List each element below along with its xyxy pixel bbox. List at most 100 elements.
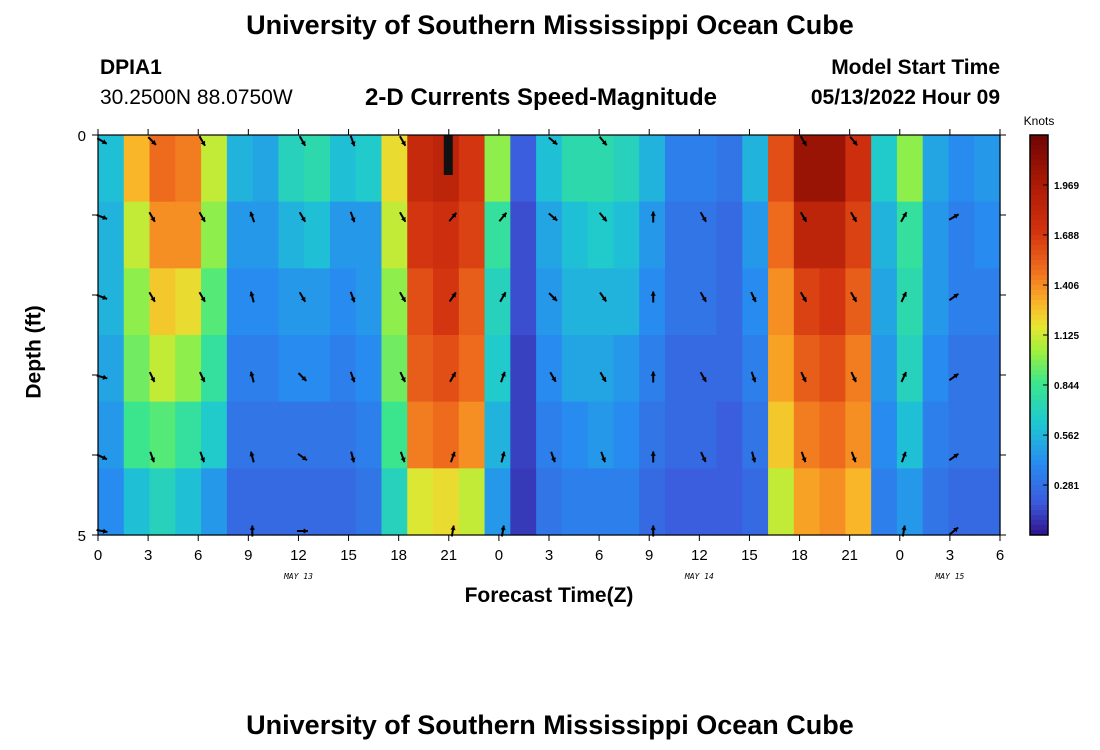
current-arrow — [948, 453, 959, 461]
colorbar-segment — [1030, 185, 1048, 191]
x-tick-label: 12 — [290, 547, 307, 564]
heatmap-cell — [587, 401, 615, 469]
heatmap-cell — [458, 135, 486, 203]
heatmap-cell — [613, 401, 640, 469]
arrow-head — [303, 528, 308, 534]
heatmap-cell — [278, 268, 305, 336]
heatmap-cell — [768, 468, 795, 536]
arrow-head — [701, 457, 707, 462]
station-coordinates: 30.2500N 88.0750W — [100, 86, 293, 109]
heatmap-cell — [304, 335, 331, 403]
arrow-head — [501, 292, 506, 298]
heatmap-cell — [896, 135, 924, 203]
heatmap-cell — [484, 468, 511, 536]
heatmap-cell — [355, 401, 383, 469]
current-arrow — [149, 451, 155, 463]
current-arrow — [850, 211, 858, 223]
current-arrow — [448, 291, 457, 303]
heatmap-cell — [123, 468, 151, 536]
colorbar-tick-label: 1.969 — [1054, 181, 1079, 192]
current-arrow — [349, 211, 356, 223]
colorbar-segment — [1030, 315, 1048, 321]
heatmap-cell — [793, 335, 821, 403]
current-arrow — [249, 451, 255, 463]
x-tick-label: 15 — [340, 547, 357, 564]
colorbar-segment — [1030, 450, 1048, 456]
current-arrow — [349, 291, 356, 303]
heatmap-cell — [561, 201, 589, 269]
colorbar-gradient — [1030, 135, 1048, 536]
heatmap-cell — [793, 201, 821, 269]
current-arrow — [199, 451, 206, 463]
heatmap-cell — [793, 468, 821, 536]
arrow-head — [801, 216, 807, 222]
heatmap-cell — [252, 335, 279, 403]
arrow-head — [401, 140, 406, 146]
colorbar-segment — [1030, 205, 1048, 211]
arrow-head — [450, 525, 456, 531]
arrow-head — [901, 525, 907, 531]
colorbar-segment — [1030, 310, 1048, 316]
heatmap-cell — [819, 268, 846, 336]
colorbar-segment — [1030, 245, 1048, 251]
arrow-head — [901, 451, 907, 457]
heatmap-cell — [639, 468, 666, 536]
heatmap-cell — [355, 468, 383, 536]
heatmap-cell — [278, 401, 305, 469]
heatmap-cell — [716, 468, 743, 536]
current-arrow — [850, 291, 858, 303]
x-tick-label: 6 — [595, 547, 603, 564]
heatmap-cell — [845, 268, 872, 336]
current-arrow — [198, 135, 206, 147]
heatmap-cell — [407, 401, 434, 469]
heatmap-cell — [613, 135, 640, 203]
heatmap-cell — [175, 268, 202, 336]
heatmap-cell — [278, 468, 305, 536]
heatmap-cell — [896, 468, 924, 536]
current-arrow — [700, 451, 707, 463]
heatmap-cell — [871, 135, 898, 203]
x-tick-label: 21 — [440, 547, 457, 564]
heatmap-cell — [896, 335, 924, 403]
heatmap-cell — [381, 268, 408, 336]
arrow-head — [552, 296, 557, 301]
heatmap-cell — [664, 135, 692, 203]
heatmap-cell — [742, 335, 769, 403]
colorbar-tick-label: 1.406 — [1054, 281, 1079, 292]
model-start-value: 05/13/2022 Hour 09 — [810, 86, 1000, 109]
heatmap-cell — [201, 401, 228, 469]
heatmap-cell — [458, 268, 486, 336]
heatmap-cell — [639, 335, 666, 403]
current-arrow — [198, 371, 206, 383]
heatmap-cell — [845, 201, 872, 269]
current-arrow — [650, 291, 656, 303]
colorbar-segment — [1030, 355, 1048, 361]
arrow-head — [701, 296, 707, 302]
colorbar-segment — [1030, 485, 1048, 491]
heatmap-cell — [201, 135, 228, 203]
colorbar-segment — [1030, 280, 1048, 286]
heatmap-cell — [98, 268, 125, 336]
heatmap-cell — [329, 201, 357, 269]
arrow-head — [249, 525, 255, 530]
colorbar-segment — [1030, 260, 1048, 266]
heatmap-cell — [201, 468, 228, 536]
current-arrow — [548, 292, 558, 302]
heatmap-cell — [278, 201, 305, 269]
heatmap-cell — [201, 335, 228, 403]
colorbar-segment — [1030, 425, 1048, 431]
heatmap-cell — [304, 268, 331, 336]
current-arrow — [901, 525, 907, 537]
arrow-head — [601, 140, 607, 146]
heatmap-cell — [304, 401, 331, 469]
heatmap-cell — [948, 135, 975, 203]
colorbar-segment — [1030, 265, 1048, 271]
colorbar-segment — [1030, 240, 1048, 246]
current-arrow — [148, 211, 156, 223]
heatmap-cell — [561, 335, 589, 403]
arrow-head — [852, 140, 858, 146]
arrow-head — [701, 376, 707, 382]
arrow-head — [601, 457, 606, 463]
colorbar-segment — [1030, 360, 1048, 366]
heatmap-cell — [948, 335, 975, 403]
